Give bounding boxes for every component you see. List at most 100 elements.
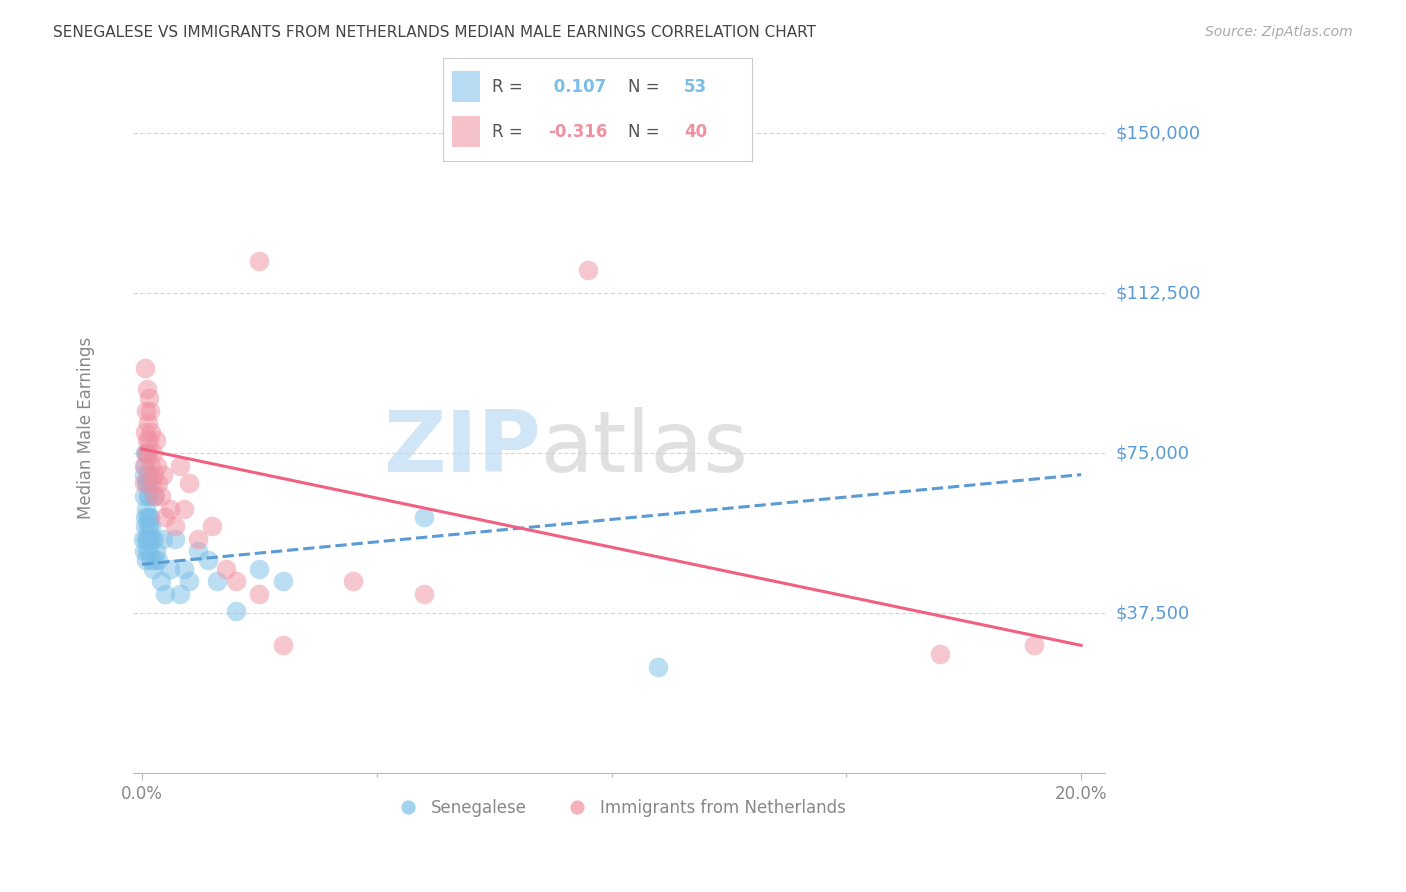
Point: [139, 403, 162, 417]
Point: [134, 360, 156, 375]
Legend: Senegalese, Immigrants from Netherlands: Senegalese, Immigrants from Netherlands: [384, 793, 853, 824]
Point: [155, 587, 177, 601]
Point: [141, 519, 163, 533]
Text: $150,000: $150,000: [1116, 124, 1201, 142]
Point: [142, 532, 165, 546]
Point: [134, 459, 156, 474]
Point: [142, 561, 165, 575]
Point: [145, 544, 167, 558]
Point: [138, 476, 160, 491]
Text: ZIP: ZIP: [382, 407, 541, 490]
Point: [136, 467, 159, 482]
Point: [138, 519, 160, 533]
Point: [138, 434, 160, 448]
Point: [152, 467, 174, 482]
Point: [139, 553, 162, 567]
Point: [134, 519, 156, 533]
Text: R =: R =: [492, 123, 529, 141]
Point: [187, 532, 209, 546]
Point: [271, 639, 294, 653]
Point: [177, 476, 200, 491]
Point: [173, 561, 195, 575]
Point: [148, 476, 170, 491]
Point: [412, 510, 434, 524]
Point: [135, 501, 157, 516]
Point: [247, 254, 270, 268]
Point: [138, 510, 160, 524]
Point: [138, 489, 160, 503]
Text: atlas: atlas: [541, 407, 749, 490]
Point: [146, 459, 169, 474]
Point: [177, 574, 200, 589]
Point: [169, 459, 191, 474]
Point: [135, 434, 157, 448]
Point: [1024, 639, 1046, 653]
Bar: [453, 117, 479, 147]
Point: [136, 476, 159, 491]
Point: [136, 544, 159, 558]
Point: [342, 574, 364, 589]
Point: [135, 553, 157, 567]
Text: $75,000: $75,000: [1116, 444, 1189, 462]
Point: [132, 544, 155, 558]
Point: [136, 489, 159, 503]
Point: [169, 587, 191, 601]
Point: [215, 561, 238, 575]
Text: -0.316: -0.316: [548, 123, 607, 141]
Point: [132, 532, 155, 546]
Point: [201, 519, 224, 533]
Point: [138, 544, 160, 558]
Text: $112,500: $112,500: [1116, 285, 1201, 302]
Point: [135, 403, 157, 417]
Point: [163, 519, 186, 533]
Point: [247, 587, 270, 601]
Point: [134, 425, 156, 439]
Point: [149, 574, 172, 589]
Point: [135, 510, 157, 524]
Point: [135, 532, 157, 546]
Point: [136, 417, 159, 431]
Point: [647, 659, 669, 673]
Point: [271, 574, 294, 589]
Point: [139, 532, 162, 546]
Point: [139, 425, 162, 439]
Point: [143, 489, 166, 503]
Bar: [453, 71, 479, 102]
Point: [412, 587, 434, 601]
Point: [148, 553, 170, 567]
Point: [225, 574, 247, 589]
Point: [134, 446, 156, 460]
Point: [205, 574, 228, 589]
Point: [132, 459, 155, 474]
Point: [143, 553, 166, 567]
Point: [136, 519, 159, 533]
Point: [135, 476, 157, 491]
Point: [929, 647, 952, 661]
Text: Median Male Earnings: Median Male Earnings: [77, 336, 94, 519]
Point: [143, 489, 166, 503]
Point: [173, 501, 195, 516]
Text: 40: 40: [685, 123, 707, 141]
Point: [141, 532, 163, 546]
Point: [139, 510, 162, 524]
Point: [187, 544, 209, 558]
Text: Source: ZipAtlas.com: Source: ZipAtlas.com: [1205, 25, 1353, 39]
Point: [145, 434, 167, 448]
Text: R =: R =: [492, 78, 529, 95]
Point: [134, 467, 156, 482]
Point: [247, 561, 270, 575]
Point: [136, 532, 159, 546]
Point: [141, 476, 163, 491]
Point: [163, 532, 186, 546]
Point: [135, 446, 157, 460]
Point: [155, 510, 177, 524]
Text: 0.107: 0.107: [548, 78, 606, 95]
Text: 53: 53: [685, 78, 707, 95]
Point: [134, 489, 156, 503]
Point: [225, 604, 247, 618]
Point: [149, 489, 172, 503]
Point: [197, 553, 219, 567]
Point: [159, 561, 181, 575]
Point: [141, 459, 163, 474]
Point: [138, 391, 160, 405]
